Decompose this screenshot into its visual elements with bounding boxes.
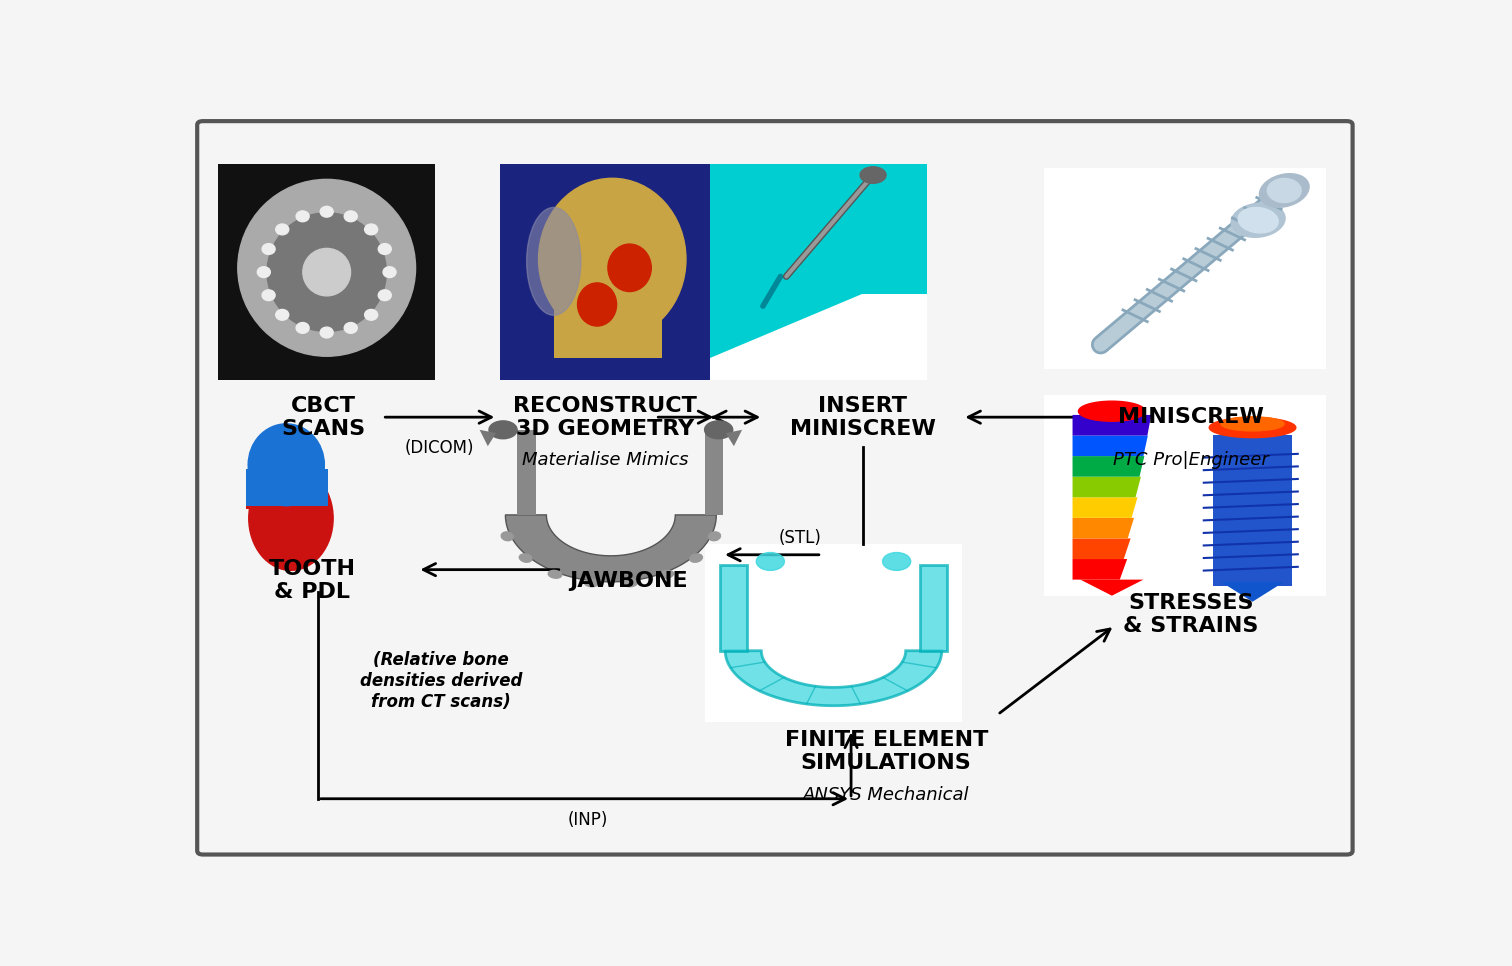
Ellipse shape xyxy=(578,283,617,327)
Bar xyxy=(499,164,717,380)
Text: (INP): (INP) xyxy=(567,811,608,830)
Text: (DICOM): (DICOM) xyxy=(405,440,475,458)
Circle shape xyxy=(488,421,517,439)
Ellipse shape xyxy=(526,208,581,315)
Bar xyxy=(1045,168,1326,369)
Ellipse shape xyxy=(1078,401,1146,421)
Ellipse shape xyxy=(538,179,686,340)
Ellipse shape xyxy=(249,467,333,570)
Bar xyxy=(1045,395,1326,596)
Ellipse shape xyxy=(248,424,325,505)
Polygon shape xyxy=(1072,436,1148,456)
Text: STRESSES
& STRAINS: STRESSES & STRAINS xyxy=(1123,593,1258,636)
Polygon shape xyxy=(720,565,747,651)
Text: (Relative bone
densities derived
from CT scans): (Relative bone densities derived from CT… xyxy=(360,651,522,711)
Ellipse shape xyxy=(364,224,378,235)
Bar xyxy=(1213,435,1291,585)
Ellipse shape xyxy=(500,532,513,541)
Bar xyxy=(705,430,723,515)
Ellipse shape xyxy=(262,243,275,254)
Bar xyxy=(705,544,962,723)
Text: JAWBONE: JAWBONE xyxy=(569,571,688,591)
Ellipse shape xyxy=(302,248,351,296)
Ellipse shape xyxy=(296,323,308,333)
Ellipse shape xyxy=(549,570,561,579)
Ellipse shape xyxy=(519,554,532,562)
Ellipse shape xyxy=(1210,417,1296,438)
Ellipse shape xyxy=(262,290,275,300)
Ellipse shape xyxy=(661,570,673,579)
Polygon shape xyxy=(1092,340,1110,349)
Ellipse shape xyxy=(296,211,308,222)
Polygon shape xyxy=(505,515,717,582)
Text: ANSYS Mechanical: ANSYS Mechanical xyxy=(803,786,969,804)
Polygon shape xyxy=(711,294,927,380)
Polygon shape xyxy=(1072,559,1126,580)
Polygon shape xyxy=(1222,582,1284,602)
Ellipse shape xyxy=(1259,174,1309,208)
Text: MINISCREW: MINISCREW xyxy=(1117,407,1264,427)
Bar xyxy=(553,294,662,358)
Ellipse shape xyxy=(321,207,333,217)
Bar xyxy=(711,164,927,380)
Ellipse shape xyxy=(383,267,396,277)
Polygon shape xyxy=(1072,456,1145,476)
Ellipse shape xyxy=(1238,208,1278,233)
Ellipse shape xyxy=(378,243,392,254)
Text: CBCT
SCANS: CBCT SCANS xyxy=(281,395,366,439)
Text: FINITE ELEMENT
SIMULATIONS: FINITE ELEMENT SIMULATIONS xyxy=(785,730,987,774)
Ellipse shape xyxy=(275,224,289,235)
Polygon shape xyxy=(711,164,862,358)
Text: (STL): (STL) xyxy=(779,529,823,548)
Ellipse shape xyxy=(585,580,599,586)
Polygon shape xyxy=(1072,538,1131,559)
Circle shape xyxy=(705,421,733,439)
Ellipse shape xyxy=(237,180,416,356)
Ellipse shape xyxy=(689,554,703,562)
Bar xyxy=(246,469,328,506)
Text: Materialise Mimics: Materialise Mimics xyxy=(522,451,688,469)
Ellipse shape xyxy=(623,580,637,586)
Circle shape xyxy=(883,553,910,570)
Polygon shape xyxy=(921,565,947,651)
Polygon shape xyxy=(726,430,742,446)
Circle shape xyxy=(860,167,886,184)
Ellipse shape xyxy=(275,309,289,320)
Ellipse shape xyxy=(1231,203,1285,238)
Ellipse shape xyxy=(257,267,271,277)
Circle shape xyxy=(756,553,785,570)
Text: INSERT
MINISCREW: INSERT MINISCREW xyxy=(789,395,936,439)
Ellipse shape xyxy=(268,213,386,331)
Bar xyxy=(517,430,535,515)
Polygon shape xyxy=(1072,497,1137,518)
Ellipse shape xyxy=(709,532,721,541)
Ellipse shape xyxy=(1267,179,1302,203)
Polygon shape xyxy=(479,430,496,446)
Bar xyxy=(246,480,328,509)
Text: RECONSTRUCT
3D GEOMETRY: RECONSTRUCT 3D GEOMETRY xyxy=(513,395,697,439)
Polygon shape xyxy=(726,651,942,706)
Ellipse shape xyxy=(321,327,333,338)
Polygon shape xyxy=(1072,476,1142,497)
Ellipse shape xyxy=(1222,417,1284,431)
Text: TOOTH
& PDL: TOOTH & PDL xyxy=(269,559,355,603)
Ellipse shape xyxy=(608,244,652,292)
Ellipse shape xyxy=(345,211,357,222)
Polygon shape xyxy=(1081,580,1143,596)
Polygon shape xyxy=(1072,518,1134,538)
Text: PTC Pro|Engineer: PTC Pro|Engineer xyxy=(1113,451,1269,469)
Polygon shape xyxy=(1072,415,1151,436)
Ellipse shape xyxy=(345,323,357,333)
Ellipse shape xyxy=(378,290,392,300)
Bar xyxy=(218,164,435,380)
Ellipse shape xyxy=(364,309,378,320)
